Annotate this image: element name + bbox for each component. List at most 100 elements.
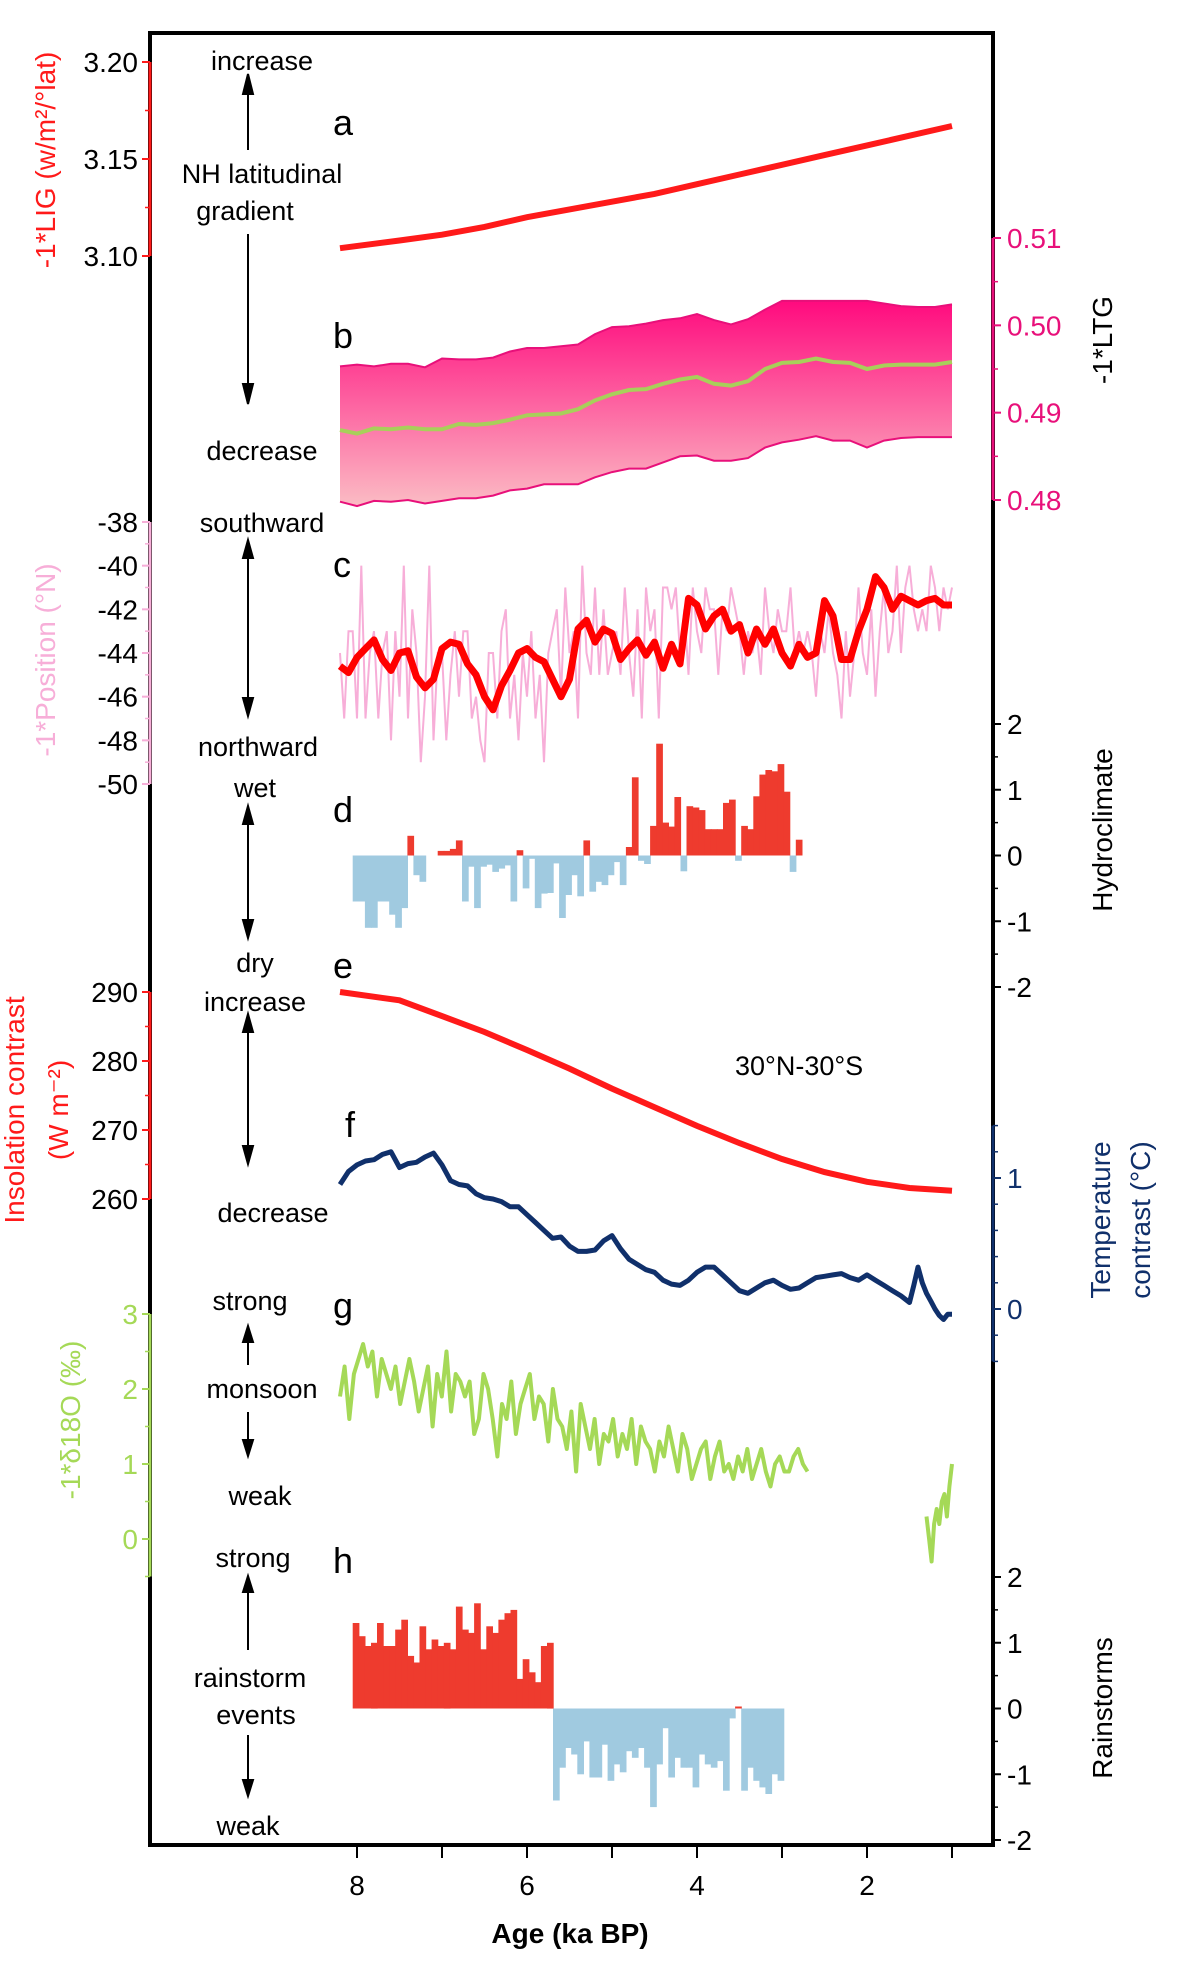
ltg-tick-label: 0.50 [1007,310,1062,341]
annotation-c-northward: northward [198,732,318,762]
rainstorms-bar [729,1708,736,1719]
rainstorms-bar [352,1623,360,1709]
rainstorms-bar [595,1708,603,1778]
axis-title-lig: -1*LIG (w/m²/°lat) [30,52,61,269]
hydroclimate-bar [729,799,736,856]
lig-tick-label: 3.20 [84,47,139,78]
hydroclimate-bar [571,855,578,876]
hydroclimate-bar [644,855,651,864]
rainstorms-bar [534,1682,542,1709]
hydroclimate-bar [741,825,748,856]
rainstorms-bar [704,1708,712,1765]
position-tick-label: -46 [98,682,138,713]
annotation-c-southward: southward [200,508,325,538]
hydroclimate-bar [680,855,688,872]
position-tick-label: -48 [98,725,138,756]
hydroclimate-bar [358,855,366,902]
rainstorms-bar [413,1662,421,1709]
rainstorms-bar [631,1708,639,1758]
rainstorms-bar [455,1606,463,1709]
annotation-d-dry: dry [236,948,274,978]
rainstorms-bar [638,1708,645,1748]
rainstorms-bar [644,1708,651,1768]
rainstorms-bar [498,1619,506,1709]
annotation-a-middle-2: gradient [196,196,294,226]
hydroclimate-bar [674,797,682,856]
x-tick-label: 4 [689,1870,705,1901]
insolation-tick-label: 290 [91,977,138,1008]
hydroclimate-bar [486,855,493,865]
rainstorms-bar [516,1678,524,1709]
d18o-tick-label: 2 [122,1374,138,1405]
hydroclimate-bar [735,855,742,861]
hydroclimate-tick-label: 0 [1007,841,1023,872]
hydroclimate-bar [753,796,760,856]
hydroclimate-bar [474,855,481,909]
axis-title-insolation-2: (W m⁻²) [43,1060,74,1160]
rainstorms-bar [395,1629,402,1709]
rainstorms-bar [662,1708,669,1729]
rainstorms-bar [389,1646,396,1709]
hydroclimate-bar [504,855,512,866]
annotation-e-increase: increase [204,987,306,1017]
rainstorms-bar [741,1708,748,1791]
hydroclimate-tick-label: -1 [1007,906,1032,937]
hydroclimate-tick-label: 1 [1007,775,1023,806]
axis-title-temperature-2: contrast (°C) [1125,1141,1156,1298]
hydroclimate-bar [613,855,621,863]
rainstorms-bar [528,1672,536,1709]
arrow-down-icon [241,234,255,405]
temperature-tick-label: 0 [1007,1294,1023,1325]
series-position-raw [339,565,953,763]
hydroclimate-bar [383,855,390,902]
rainstorms-bar [777,1708,785,1781]
double-arrow-icon [241,536,255,720]
rainstorms-bar [698,1708,706,1755]
axis-title-rainstorms: Rainstorms [1087,1637,1118,1779]
axis-title-hydroclimate: Hydroclimate [1087,748,1118,911]
hydroclimate-bar [401,855,408,909]
series-ltg-lower [339,435,952,508]
hydroclimate-bar [462,855,469,902]
rainstorms-bar [443,1642,451,1709]
insolation-region-label: 30°N-30°S [735,1051,863,1081]
panel-label-d: d [333,789,353,830]
hydroclimate-bar [528,855,536,859]
rainstorms-bar [377,1623,384,1709]
axis-title-insolation-1: Insolation contrast [0,996,30,1223]
direction-arrows [241,73,255,1800]
rainstorms-bar [364,1646,372,1709]
rainstorms-tick-label: 2 [1007,1562,1023,1593]
rainstorms-bar [565,1708,572,1748]
double-arrow-icon [241,1010,255,1168]
hydroclimate-bar [607,855,615,876]
panel-label-c: c [333,544,351,585]
hydroclimate-bar [413,855,421,876]
annotation-h-weak: weak [215,1811,280,1841]
rainstorms-bar [735,1706,742,1709]
hydroclimate-bar [601,855,609,886]
panel-label-g: g [333,1285,353,1326]
hydroclimate-bar [783,791,791,856]
rainstorms-bar [765,1708,773,1794]
hydroclimate-bar [589,855,597,892]
hydroclimate-bar [747,829,754,856]
hydroclimate-bar [595,855,603,882]
double-arrow-icon [241,802,255,942]
rainstorms-bar [613,1708,621,1765]
temperature-tick-label: 1 [1007,1163,1023,1194]
hydroclimate-bar [686,806,694,856]
rainstorms-bar [371,1642,378,1709]
rainstorms-bar [510,1609,518,1709]
rainstorms-bar [571,1708,578,1755]
hydroclimate-bar [553,855,560,864]
hydroclimate-bar [437,850,445,856]
hydroclimate-bar [565,855,572,895]
rainstorms-bar [559,1708,566,1768]
annotation-h-strong: strong [215,1543,290,1573]
rainstorms-bar [522,1659,530,1709]
arrow-down-icon [241,1412,255,1460]
ltg-tick-label: 0.48 [1007,485,1062,516]
rainstorms-bar [583,1708,591,1742]
annotation-h-middle-2: events [216,1700,296,1730]
